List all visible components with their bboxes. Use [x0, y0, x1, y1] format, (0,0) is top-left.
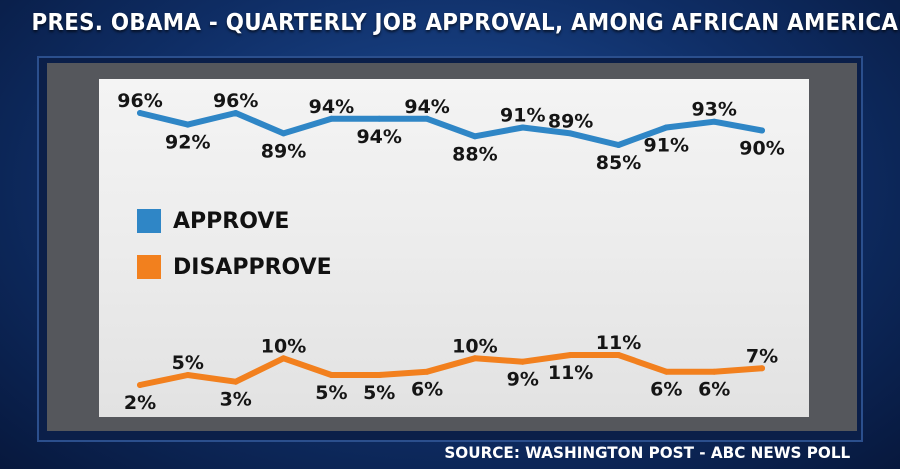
disapprove-point: [471, 355, 478, 362]
approve-point: [519, 124, 526, 131]
approve-data-label: 93%: [691, 99, 736, 121]
disapprove-point: [376, 372, 383, 378]
approve-point: [471, 133, 478, 140]
approve-data-label: 96%: [117, 90, 162, 112]
disapprove-data-label: 3%: [220, 389, 252, 411]
approve-point: [663, 124, 670, 131]
disapprove-data-label: 11%: [596, 332, 641, 354]
chart-title: PRES. OBAMA - QUARTERLY JOB APPROVAL, AM…: [31, 10, 900, 36]
legend-label-approve: APPROVE: [173, 208, 290, 234]
approve-point: [232, 110, 239, 116]
disapprove-data-label: 11%: [548, 362, 593, 384]
disapprove-data-label: 5%: [172, 352, 204, 374]
disapprove-data-label: 6%: [698, 379, 730, 401]
disapprove-point: [519, 358, 526, 365]
legend-swatch-approve: [137, 209, 161, 233]
approve-point: [615, 142, 622, 148]
disapprove-point: [424, 368, 431, 375]
approve-point: [137, 110, 143, 116]
approve-point: [759, 127, 765, 134]
approve-data-label: 92%: [165, 132, 210, 154]
disapprove-data-label: 7%: [746, 345, 778, 367]
disapprove-point: [184, 372, 191, 378]
approve-data-label: 89%: [261, 140, 306, 162]
disapprove-line: [137, 352, 765, 388]
approve-data-label: 85%: [596, 152, 641, 174]
disapprove-point: [663, 368, 670, 375]
disapprove-data-label: 2%: [124, 392, 156, 414]
legend-item-disapprove: DISAPPROVE: [137, 254, 332, 280]
disapprove-data-label: 10%: [261, 335, 306, 357]
approve-data-label: 90%: [739, 138, 784, 160]
approve-point: [280, 130, 287, 137]
approve-point: [184, 121, 191, 128]
approve-point: [711, 118, 718, 125]
approve-data-label: 96%: [213, 90, 258, 112]
legend-swatch-disapprove: [137, 255, 161, 279]
disapprove-data-label: 6%: [411, 379, 443, 401]
approve-data-label: 88%: [452, 143, 497, 165]
approve-data-label: 94%: [309, 96, 354, 118]
disapprove-point: [328, 372, 335, 378]
legend-item-approve: APPROVE: [137, 208, 289, 234]
disapprove-point: [711, 368, 718, 375]
disapprove-point: [759, 365, 765, 372]
approve-data-label: 91%: [644, 135, 689, 157]
plot-area: [99, 79, 809, 417]
disapprove-point: [280, 355, 287, 362]
disapprove-data-label: 6%: [650, 379, 682, 401]
approve-point: [328, 115, 335, 122]
disapprove-data-label: 5%: [315, 382, 347, 404]
approve-series: 96%92%96%89%94%94%94%88%91% 89%85%91%93%9…: [117, 90, 784, 174]
disapprove-data-label: 9%: [507, 369, 539, 391]
approve-data-label: 91%: [500, 105, 545, 127]
source-note: SOURCE: WASHINGTON POST - ABC NEWS POLL: [444, 443, 850, 462]
approve-point: [376, 115, 383, 122]
approve-point: [567, 130, 574, 137]
approve-point: [424, 115, 431, 122]
disapprove-data-label: 5%: [363, 382, 395, 404]
disapprove-series: 2% 5% 3% 10% 5% 5% 6% 10% 9% 11%11% 6% 6% 7%: [124, 332, 778, 414]
disapprove-data-label: 10%: [452, 335, 497, 357]
disapprove-point: [137, 382, 143, 388]
legend-label-disapprove: DISAPPROVE: [173, 254, 332, 280]
disapprove-point: [567, 352, 574, 358]
approve-data-label: 94%: [404, 96, 449, 118]
disapprove-point: [232, 378, 239, 385]
approve-data-label: 94%: [356, 126, 401, 148]
approve-data-label: 89%: [548, 110, 593, 132]
approve-line: [137, 110, 765, 148]
disapprove-point: [615, 352, 622, 358]
